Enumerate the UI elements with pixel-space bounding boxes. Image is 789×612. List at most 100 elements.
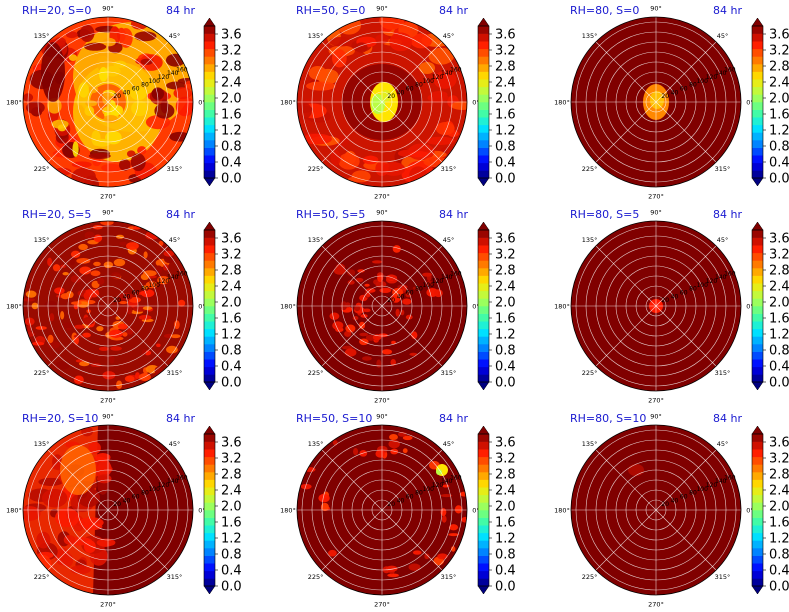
colorbar-segment [752, 260, 763, 269]
colorbar-segment [478, 147, 489, 156]
plot-frame [22, 220, 194, 392]
field-patch [332, 321, 344, 330]
field-patch [70, 565, 91, 575]
colorbar-segment [204, 306, 215, 314]
field-patch [163, 254, 175, 264]
plot-frame [296, 220, 468, 392]
colorbar-segment [478, 449, 489, 458]
colorbar-segment [478, 290, 489, 299]
colorbar: 0.00.40.81.21.62.02.42.83.23.6 [203, 425, 242, 595]
radial-tick-label: 100 [148, 486, 160, 493]
field-patch [355, 42, 368, 53]
angle-tick-label: 90° [650, 5, 662, 13]
colorbar-tick-label: 0.8 [769, 140, 789, 155]
field-patch [85, 100, 98, 107]
angle-tick-label: 315° [167, 165, 183, 173]
colorbar-tick-label: 1.2 [769, 532, 789, 547]
radial-tick-label: 120 [432, 482, 444, 489]
colorbar-tick-label: 3.6 [495, 28, 516, 43]
angle-tick-label: 45° [169, 32, 181, 40]
angular-gridline [381, 245, 443, 307]
colorbar-segment [752, 237, 763, 246]
colorbar-segment [752, 33, 763, 42]
colorbar: 0.00.40.81.21.62.02.42.83.23.6 [477, 425, 516, 595]
field-patch [412, 550, 422, 555]
radial-tick-label: 160 [450, 66, 462, 73]
colorbar-tick-label: 2.8 [221, 60, 242, 75]
angle-tick-label: 135° [308, 32, 324, 40]
angle-tick-label: 180° [6, 303, 22, 311]
colorbar-segment [478, 26, 489, 34]
field-patch [76, 257, 91, 264]
colorbar: 0.00.40.81.21.62.02.42.83.23.6 [751, 221, 789, 391]
colorbar-frame [477, 433, 490, 587]
colorbar-segment [478, 33, 489, 42]
radial-tick-label: 160 [176, 66, 188, 73]
colorbar-segment [752, 328, 763, 337]
colorbar-segment [752, 155, 763, 164]
colorbar-segment [204, 441, 215, 450]
angle-tick-label: 45° [169, 440, 181, 448]
angular-gridline [595, 245, 657, 307]
colorbar-segment [204, 132, 215, 141]
field-patch [78, 82, 90, 98]
colorbar-tick-label: 0.4 [495, 360, 516, 375]
field-patch [143, 270, 157, 277]
colorbar-segment [204, 517, 215, 526]
colorbar-segment [478, 124, 489, 133]
field-patch [302, 133, 332, 145]
radial-tick-label: 160 [724, 474, 736, 481]
colorbar-segment [478, 548, 489, 556]
radial-tick-label: 60 [132, 290, 140, 297]
field-patch [98, 346, 109, 351]
angular-gridline [655, 449, 717, 511]
colorbar-segment [752, 298, 763, 307]
field-patch [395, 308, 400, 317]
field-patch [35, 326, 47, 330]
field-patch [419, 61, 436, 75]
colorbar-tick-label: 3.6 [221, 28, 242, 43]
field-patch [410, 33, 433, 49]
colorbar-segment [752, 502, 763, 511]
colorbar-tick-label: 3.2 [495, 452, 516, 467]
field-patch [628, 464, 644, 476]
colorbar: 0.00.40.81.21.62.02.42.83.23.6 [477, 221, 516, 391]
colorbar-segment [204, 374, 215, 383]
colorbar-tick-label: 0.8 [221, 344, 242, 359]
colorbar-segment [204, 260, 215, 269]
colorbar-segment [752, 441, 763, 450]
panel-rh20-s5: 20 40 60 80 100 120 140 160 0° 45° 90° 135° 180° 225°… [0, 204, 263, 408]
colorbar-segment [204, 532, 215, 541]
angular-gridline [47, 245, 109, 307]
angle-tick-label: 180° [554, 99, 570, 107]
angle-tick-label: 270° [100, 397, 116, 405]
colorbar-tick-label: 3.2 [495, 248, 516, 263]
colorbar-segment [478, 344, 489, 352]
colorbar-segment [204, 56, 215, 65]
field-patch [353, 447, 359, 456]
colorbar-segment [478, 71, 489, 80]
colorbar-segment [478, 155, 489, 164]
colorbar-extend-min [203, 585, 216, 595]
colorbar-frame [477, 25, 490, 179]
field-patch [347, 280, 355, 285]
field-patch [72, 141, 79, 157]
colorbar-extend-min [751, 177, 764, 187]
field-patch [359, 332, 369, 337]
colorbar-segment [478, 472, 489, 480]
colorbar-frame [751, 25, 764, 179]
field-patch [93, 234, 103, 243]
colorbar-tick-label: 1.6 [221, 108, 242, 123]
radial-tick-label: 20 [387, 93, 395, 100]
colorbar-segment [204, 124, 215, 133]
colorbar-tick-label: 2.0 [221, 296, 242, 311]
colorbar-segment [478, 132, 489, 141]
field-patch [70, 250, 81, 258]
field-patch [365, 291, 371, 298]
radial-tick-label: 100 [696, 78, 708, 85]
field-patch [109, 355, 115, 364]
angle-tick-label: 270° [374, 193, 390, 201]
radial-tick-label: 80 [141, 286, 149, 293]
colorbar: 0.00.40.81.21.62.02.42.83.23.6 [203, 221, 242, 391]
